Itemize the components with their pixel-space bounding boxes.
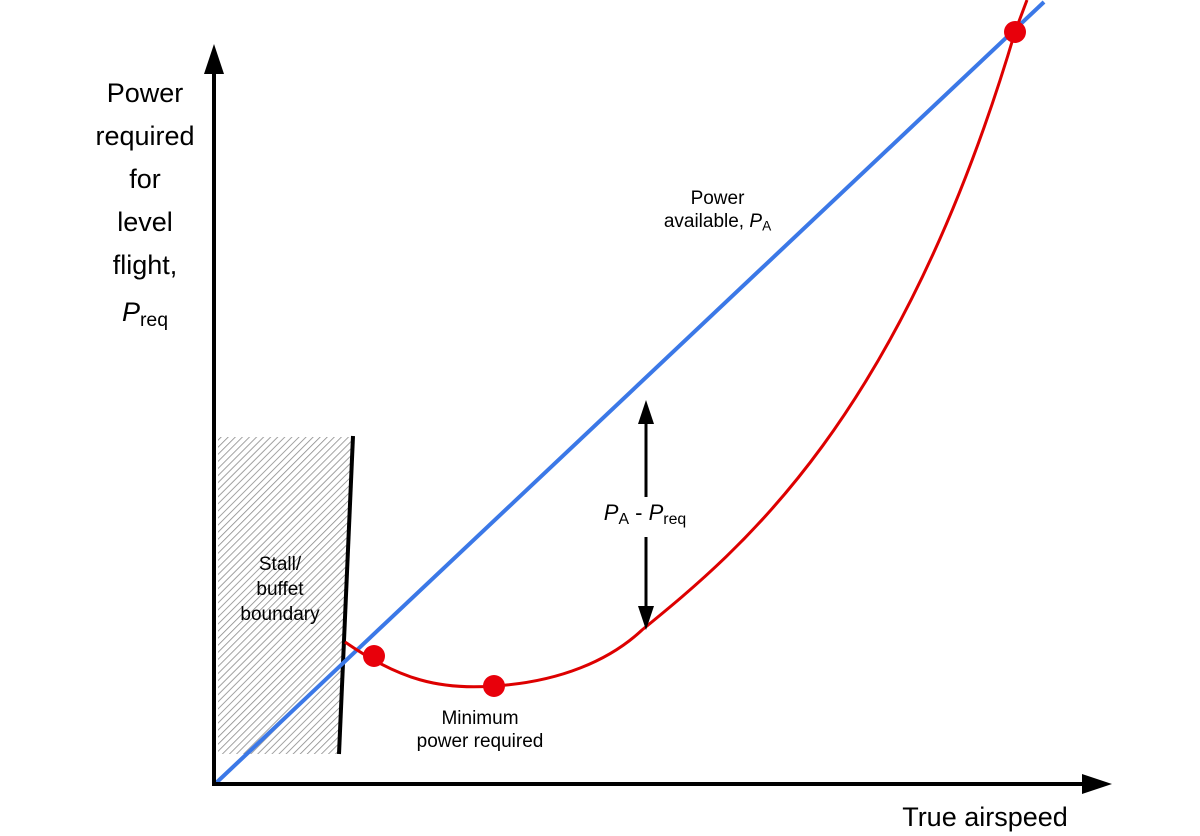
stall-buffet-label: Stall/ buffet boundary <box>240 554 320 625</box>
power-available-label: Power available, PA <box>663 188 772 234</box>
power-required-curve <box>344 0 1029 689</box>
excess-power-label: PA - Preq <box>603 500 687 528</box>
power-available-line <box>214 0 1046 785</box>
stall-buffet-region <box>218 437 353 754</box>
minimum-power-point <box>483 675 505 697</box>
max-speed-intersection-point <box>1004 21 1026 43</box>
minimum-power-label: Minimum power required <box>416 708 544 752</box>
low-speed-intersection-point <box>363 645 385 667</box>
x-axis-arrowhead <box>1082 774 1112 794</box>
y-axis-label-line-2: required <box>95 121 195 151</box>
y-axis-label-line-1: Power <box>106 78 184 108</box>
stall-boundary-line <box>337 435 355 755</box>
y-axis-label-line-4: level <box>117 207 173 237</box>
excess-power-arrowhead-bottom <box>638 606 654 630</box>
y-axis-label-symbol: Preq <box>121 297 169 331</box>
y-axis-label-line-3: for <box>129 164 161 194</box>
y-axis-arrowhead <box>204 44 224 74</box>
y-axis-label-line-5: flight, <box>112 250 178 280</box>
x-axis-label: True airspeed <box>902 802 1068 832</box>
excess-power-arrowhead-top <box>638 400 654 424</box>
